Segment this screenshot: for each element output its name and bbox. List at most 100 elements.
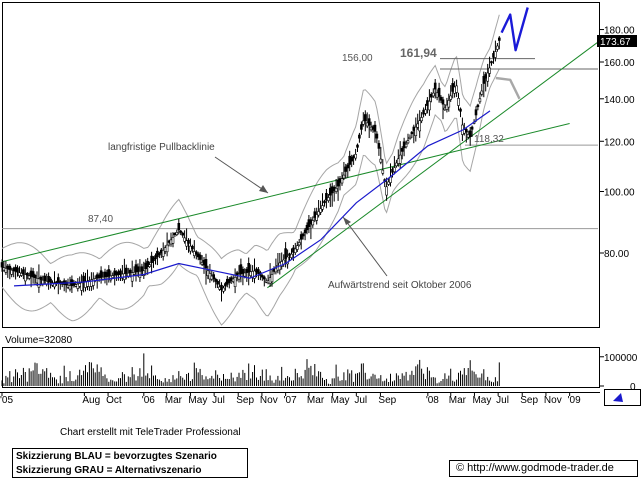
price-candle-body [134, 264, 138, 273]
price-candle-body [459, 108, 462, 112]
price-candle-body [476, 104, 480, 108]
price-candle-body [363, 114, 367, 122]
price-candle-body [468, 130, 472, 138]
price-candle-body [317, 211, 320, 216]
time-tick-label: May [472, 395, 491, 406]
scroll-arrow-icon [613, 393, 623, 402]
price-candle-body [253, 270, 256, 279]
price-candle-body [295, 245, 299, 250]
price-candle-body [478, 98, 482, 103]
price-candle-body [398, 154, 402, 164]
price-bars [0, 36, 501, 302]
price-candle-body [311, 220, 315, 226]
price-candle-body [154, 255, 157, 260]
price-candle-body [97, 274, 101, 279]
price-candle-body [74, 284, 78, 287]
price-candle-body [433, 82, 437, 90]
price-candle-body [8, 265, 12, 270]
price-candle-body [286, 256, 289, 265]
price-candle-body [216, 280, 219, 285]
price-candle-body [68, 285, 72, 290]
time-tick-label: Sep [236, 395, 254, 406]
scroll-arrow-box[interactable] [604, 389, 641, 406]
price-candle-body [346, 164, 350, 169]
price-candle-body [290, 253, 293, 258]
price-candle-body [212, 274, 215, 280]
price-candle-body [128, 269, 132, 274]
time-tick-label: Mar [165, 395, 183, 406]
time-tick-label: Aug [82, 395, 100, 406]
price-candle-body [356, 144, 359, 148]
price-candle-body [0, 262, 4, 268]
price-candle-body [92, 278, 95, 286]
price-candle-body [410, 131, 414, 135]
price-candle-body [115, 271, 118, 276]
price-candle-body [187, 239, 190, 244]
price-candle-body [494, 51, 497, 58]
annotation-uptrend: Aufwärtstrend seit Oktober 2006 [328, 280, 472, 291]
price-candle-body [447, 100, 451, 108]
price-candle-body [165, 244, 169, 253]
price-candle-body [350, 157, 354, 162]
price-candle-body [206, 270, 210, 276]
price-candle-body [130, 272, 134, 282]
price-candle-body [229, 277, 233, 282]
price-axis: 80.00 100.00 120.00 140.00 160.00 180.00 [600, 26, 635, 260]
time-tick-label: Jul [354, 395, 367, 406]
source-link[interactable]: © http://www.godmode-trader.de [449, 460, 638, 477]
volume-tick-label: 100000 [604, 353, 638, 364]
price-candle-body [4, 268, 8, 273]
time-tick-label: '06 [142, 395, 155, 406]
time-tick-label: '07 [284, 395, 297, 406]
price-candle-body [496, 45, 499, 50]
time-tick-label: '09 [568, 395, 581, 406]
price-candle-body [420, 117, 423, 122]
price-candle-body [181, 232, 184, 236]
time-tick-label: Oct [106, 395, 122, 406]
price-candle-body [404, 143, 408, 148]
price-candle-body [43, 275, 47, 282]
pullback-arrowhead-icon [259, 185, 268, 193]
price-candle-body [171, 237, 175, 244]
price-candle-body [6, 265, 10, 270]
price-candle-body [488, 67, 491, 74]
time-tick-label: Sep [378, 395, 396, 406]
scenario-legend: Skizzierung BLAU = bevorzugtes Szenario … [12, 448, 248, 478]
time-tick-label: Mar [449, 395, 467, 406]
price-candle-body [486, 72, 490, 82]
price-panel-frame [2, 2, 600, 328]
uptrend-annotation-arrow [342, 216, 388, 277]
price-candle-body [457, 98, 460, 106]
price-candle-body [270, 274, 274, 283]
price-candle-body [189, 245, 192, 252]
price-candle-body [222, 287, 225, 292]
price-candle-body [193, 251, 196, 256]
price-candle-body [53, 282, 56, 288]
price-candle-body [319, 208, 322, 213]
price-candle-body [297, 242, 301, 246]
price-candle-body [395, 162, 398, 167]
price-candle-body [16, 267, 19, 273]
price-candle-body [49, 278, 52, 283]
level-label-8740: 87,40 [88, 214, 113, 225]
volume-panel-frame [2, 347, 600, 388]
volume-tick-label: 0 [630, 382, 636, 393]
volume-axis: 0 100000 [600, 353, 638, 393]
price-candle-body [414, 126, 418, 136]
legend-blue-scenario: Skizzierung BLAU = bevorzugtes Szenario [16, 451, 217, 462]
price-candle-body [354, 154, 357, 159]
price-candle-body [84, 281, 87, 288]
price-candle-body [301, 233, 305, 237]
price-candle-body [127, 272, 130, 277]
price-candle-body [377, 143, 381, 149]
price-candle-body [490, 61, 493, 64]
chart-credit: Chart erstellt mit TeleTrader Profession… [60, 427, 241, 438]
price-candle-body [39, 276, 43, 280]
price-candle-body [257, 269, 260, 274]
price-candle-body [158, 252, 161, 256]
price-candle-body [470, 126, 474, 130]
price-candle-body [474, 109, 478, 116]
price-candle-body [25, 272, 29, 276]
price-candle-body [449, 95, 453, 100]
price-candle-body [202, 259, 206, 266]
